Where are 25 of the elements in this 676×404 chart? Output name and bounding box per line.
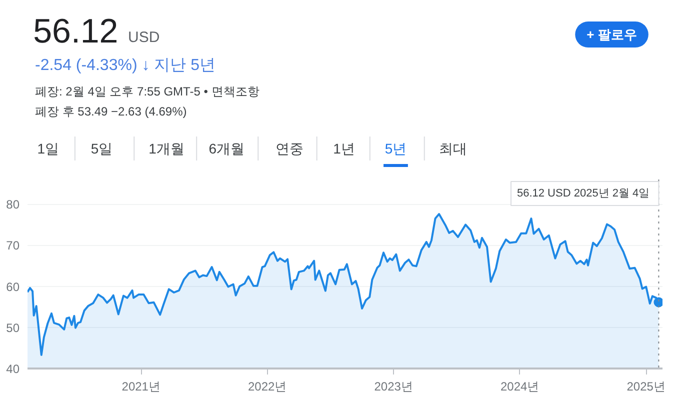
text: 연중 (276, 140, 304, 156)
text: 폐장 후 53.49 −2.63 (4.69%) (35, 104, 187, 118)
text: 6개월 (208, 140, 245, 156)
x-tick-label: 2025년 (626, 380, 666, 394)
text: 1개월 (148, 140, 184, 156)
x-tick-label: 2023년 (374, 380, 413, 394)
text: 5년 (384, 140, 407, 156)
text: 최대 (439, 140, 468, 156)
y-tick-label: 80 (6, 198, 20, 212)
y-tick-label: 50 (6, 320, 20, 335)
text: 1일 (37, 140, 60, 156)
chart-title: 56.12 (33, 12, 118, 50)
text: 폐장: 2월 4일 오후 7:55 GMT-5 • 면책조항 (35, 84, 260, 98)
y-tick-label: 60 (6, 280, 20, 294)
text: 5일 (90, 140, 113, 156)
x-tick-label: 2024년 (500, 380, 540, 394)
x-tick-label: 2022년 (248, 380, 287, 394)
y-tick-label: 70 (6, 238, 20, 253)
x-tick-label: 2021년 (122, 380, 160, 394)
annotation: 56.12 USD 2025년 2월 4일 (516, 188, 650, 200)
text: 1년 (333, 140, 355, 156)
text: + 팔로우 (586, 27, 637, 42)
chart-subtitle: USD (128, 29, 160, 46)
text: -2.54 (-4.33%) ↓ 지난 5년 (35, 57, 216, 74)
y-tick-label: 40 (6, 362, 20, 376)
